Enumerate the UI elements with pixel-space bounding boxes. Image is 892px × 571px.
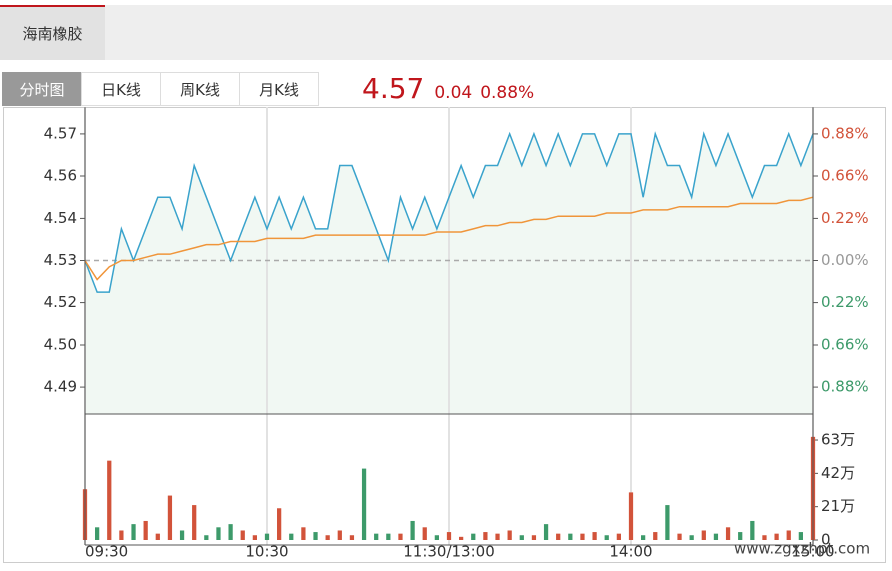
volume-bar [531, 535, 537, 540]
volume-bar [701, 530, 706, 540]
price: 4.57 [362, 72, 425, 105]
volume-bar [798, 532, 803, 540]
volume-bar [192, 505, 197, 540]
volume-bar [641, 535, 646, 540]
volume-bar [738, 532, 743, 540]
volume-bar [410, 520, 415, 540]
top-bar [0, 5, 892, 60]
volume-bar [665, 505, 670, 540]
y-right-label: 0.66% [821, 166, 869, 184]
volume-bar [131, 524, 136, 540]
y-tick-label: 4.52 [44, 293, 77, 311]
volume-bar [713, 533, 719, 540]
volume-bar [446, 532, 452, 540]
y-right-label: 0.88% [821, 378, 869, 396]
tab[interactable]: 周K线 [160, 72, 240, 106]
x-tick-label: 14:00 [609, 543, 652, 561]
series-line [84, 131, 814, 293]
tab[interactable]: 分时图 [2, 72, 82, 106]
volume-bar [264, 533, 270, 540]
volume-bar [628, 492, 634, 540]
volume-bar [301, 527, 306, 540]
x-tick-label: 15:00 [791, 543, 834, 561]
volume-bar [483, 532, 488, 540]
volume-bar [167, 495, 173, 540]
volume-bar [374, 533, 379, 540]
volume-bar [216, 527, 221, 540]
tab[interactable]: 月K线 [239, 72, 319, 106]
volume-bar [459, 536, 464, 540]
y-tick-label: 4.49 [44, 378, 77, 396]
x-tick-label: 09:30 [85, 543, 128, 561]
volume-bar [725, 527, 731, 540]
volume-bar [361, 468, 367, 540]
volume-bar [677, 533, 682, 540]
series-line [84, 196, 814, 281]
volume-bar [119, 530, 124, 540]
chart-frame [3, 107, 886, 563]
volume-bar [95, 527, 100, 540]
volume-tick-label: 42万 [821, 464, 855, 482]
volume-tick-label: 63万 [821, 431, 855, 449]
y-right-label: 0.22% [821, 209, 869, 227]
volume-bar [143, 520, 148, 540]
quote: 4.57 0.04 0.88% [362, 72, 542, 108]
y-tick-label: 4.56 [44, 166, 77, 184]
volume-bar [155, 533, 160, 540]
volume-bar [325, 535, 330, 540]
volume-bar [471, 533, 476, 540]
volume-tick-label: 0 [821, 531, 831, 549]
x-tick-label: 10:30 [245, 543, 288, 561]
volume-bar [107, 460, 112, 540]
y-tick-label: 4.53 [44, 251, 77, 269]
y-right-label: 0.22% [821, 293, 869, 311]
volume-bar [786, 530, 791, 540]
volume-bar [422, 527, 427, 540]
tab-bar: 分时图 日K线 周K线 月K线 [2, 72, 319, 106]
x-tick-label: 11:30/13:00 [403, 543, 495, 561]
y-tick-label: 4.57 [44, 124, 77, 142]
volume-bar [507, 530, 512, 540]
watermark: www.zgxzhpt.com [734, 540, 870, 558]
volume-bar [556, 533, 561, 540]
volume-bar [568, 533, 573, 540]
volume-bar [616, 533, 621, 540]
y-tick-label: 4.50 [44, 336, 77, 354]
change: 0.04 [434, 83, 473, 103]
volume-bar [750, 520, 755, 540]
volume-bar [277, 508, 282, 540]
volume-bar [434, 535, 439, 540]
volume-bar [337, 530, 342, 540]
volume-bar [204, 535, 209, 540]
volume-bar [313, 532, 318, 540]
volume-bar [592, 532, 597, 540]
volume-bar [580, 533, 585, 540]
volume-bar [774, 533, 779, 540]
volume-tick-label: 21万 [821, 497, 855, 515]
y-right-label: 0.66% [821, 336, 869, 354]
stock-tab[interactable]: 海南橡胶 [0, 5, 105, 60]
volume-bar [653, 532, 658, 540]
volume-bar [386, 533, 391, 540]
volume-bar [349, 535, 355, 540]
y-right-label: 0.00% [821, 251, 869, 269]
volume-bar [604, 535, 609, 540]
volume-bar [495, 533, 500, 540]
volume-bar [543, 524, 549, 540]
volume-bar [240, 530, 245, 540]
volume-bar [179, 530, 185, 540]
volume-bar [762, 535, 767, 540]
y-tick-label: 4.54 [44, 209, 77, 227]
volume-bar [398, 533, 403, 540]
volume-bar [689, 535, 694, 540]
volume-bar [289, 533, 294, 540]
y-right-label: 0.88% [821, 124, 869, 142]
volume-bar [228, 524, 233, 540]
change-pct: 0.88% [480, 83, 535, 103]
volume-bar [252, 535, 257, 540]
volume-bar [519, 535, 524, 540]
